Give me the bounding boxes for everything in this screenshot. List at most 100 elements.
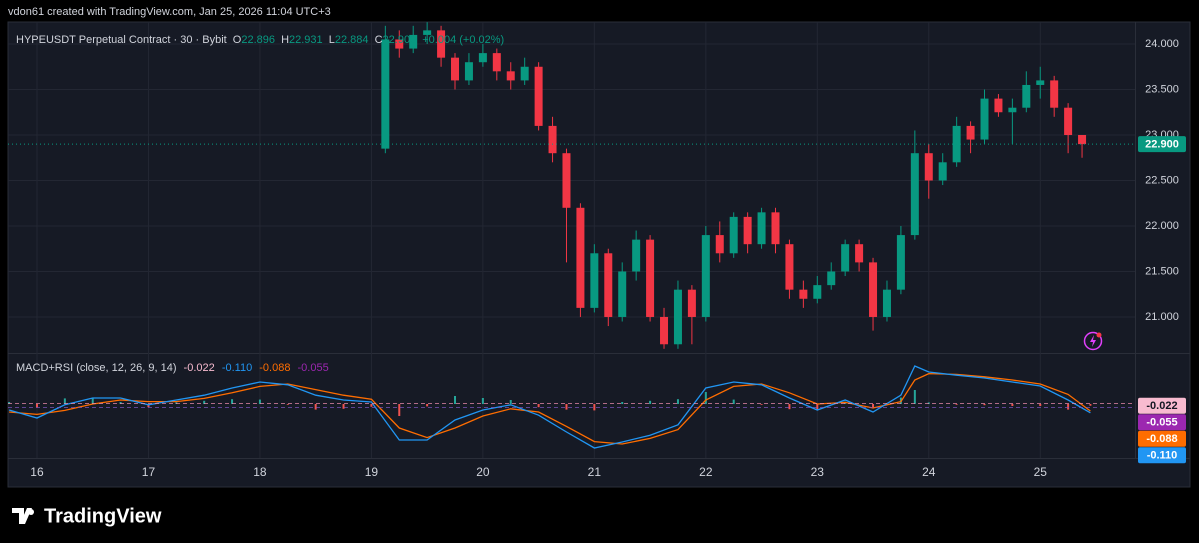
rsi-value: -0.055 (298, 362, 329, 374)
value-tag-label: -0.110 (1147, 450, 1178, 462)
histogram-bar (91, 398, 94, 404)
o-value: 22.896 (241, 34, 275, 46)
histogram-bar (231, 399, 234, 404)
candle-body (1064, 107, 1073, 136)
histogram-bar (147, 404, 150, 408)
hist-value: -0.022 (184, 362, 215, 374)
grid (8, 22, 1135, 458)
histogram-bar (454, 396, 457, 404)
candle-body (660, 316, 669, 345)
candle-body (673, 289, 682, 345)
macd-line (8, 365, 1091, 449)
candle-body (604, 253, 613, 317)
change: +0.004 (+0.02%) (422, 34, 504, 46)
histogram-bar (676, 399, 679, 404)
candle-body (924, 153, 933, 181)
histogram-bar (426, 404, 429, 407)
header-text: vdon61 created with TradingView.com, Jan… (8, 6, 331, 18)
h-value: 22.931 (289, 34, 323, 46)
logo-dot (28, 509, 34, 515)
last-price-tag (1138, 136, 1186, 153)
y-tick-label: 21.000 (1145, 311, 1179, 323)
symbol: HYPEUSDT Perpetual Contract · 30 · Bybit (16, 34, 227, 46)
candle-body (785, 244, 794, 290)
candle-body (534, 66, 543, 126)
signal-value: -0.088 (259, 362, 290, 374)
value-tag (1138, 447, 1186, 464)
candle-body (1022, 84, 1031, 108)
candle-body (938, 162, 947, 181)
value-tag (1138, 430, 1186, 447)
x-tick-label: 25 (1034, 465, 1048, 479)
value-tag-label: -0.022 (1146, 400, 1177, 412)
histogram-bar (342, 404, 345, 409)
candle-body (451, 57, 460, 81)
histogram-bar (704, 392, 707, 404)
c-label: C (375, 34, 383, 46)
candle-body (841, 244, 850, 272)
candle-body (855, 244, 864, 263)
candle-body (869, 262, 878, 317)
h-label: H (281, 34, 289, 46)
histogram-bar (286, 404, 289, 405)
candle-body (1008, 107, 1017, 113)
candle-body (478, 53, 487, 63)
y-tick-label: 23.500 (1145, 83, 1179, 95)
value-tag-label: -0.055 (1146, 417, 1177, 429)
candle-body (994, 98, 1003, 113)
candle-body (562, 153, 571, 208)
candle-body (687, 289, 696, 317)
value-tag (1138, 414, 1186, 431)
x-tick-label: 22 (699, 465, 713, 479)
signal-line (9, 372, 1091, 445)
macd-legend: MACD+RSI (close, 12, 26, 9, 14) -0.022 -… (16, 362, 329, 374)
candle-body (1078, 135, 1087, 145)
candle-body (381, 39, 390, 149)
candle-body (701, 235, 710, 317)
candle-body (590, 253, 599, 308)
l-value: 22.884 (335, 34, 369, 46)
histogram-bar (788, 404, 791, 410)
marks (8, 22, 1135, 449)
candle-body (966, 125, 975, 140)
x-tick-label: 18 (253, 465, 267, 479)
histogram-bar (983, 404, 986, 406)
candle-body (715, 235, 724, 254)
last-price-label: 22.900 (1145, 139, 1179, 151)
y-tick-label: 22.500 (1145, 174, 1179, 186)
histogram-bar (760, 404, 763, 405)
y-tick-label: 21.500 (1145, 265, 1179, 277)
candle-body (632, 239, 641, 272)
candle-body (618, 271, 627, 317)
histogram-bar (732, 399, 735, 404)
value-tag-label: -0.088 (1146, 433, 1177, 445)
footer-logo[interactable]: TradingView (12, 505, 162, 527)
histogram-bar (258, 399, 261, 404)
alert-icon[interactable] (1083, 331, 1103, 351)
histogram-bar (649, 400, 652, 404)
histogram-bar (1039, 404, 1042, 406)
o-label: O (233, 34, 242, 46)
logo-mark (12, 508, 32, 524)
candle-body (437, 30, 446, 58)
y-tick-label: 24.000 (1145, 38, 1179, 50)
candle-body (729, 216, 738, 254)
x-tick-label: 19 (365, 465, 379, 479)
histogram-bar (370, 404, 373, 407)
candle-body (576, 207, 585, 308)
indicator-name: MACD+RSI (close, 12, 26, 9, 14) (16, 362, 176, 374)
candle-body (910, 153, 919, 236)
x-tick-label: 17 (142, 465, 156, 479)
candle-body (548, 125, 557, 154)
icon-ring (1083, 331, 1103, 351)
candle-body (506, 71, 515, 81)
histogram-bar (203, 400, 206, 404)
candle-body (409, 34, 418, 49)
candle-body (395, 39, 404, 49)
histogram-bar (565, 404, 568, 410)
candle-body (520, 66, 529, 81)
x-tick-label: 21 (588, 465, 602, 479)
x-tick-label: 23 (811, 465, 825, 479)
histogram-bar (955, 404, 958, 405)
